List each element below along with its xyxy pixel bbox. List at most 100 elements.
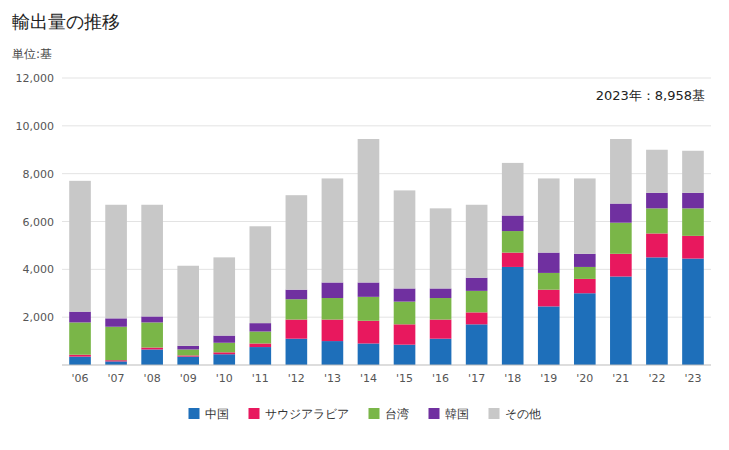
y-tick-label: 2,000 [23,311,55,324]
bar-segment [682,193,704,209]
bar-segment [466,312,488,324]
bar-segment [322,282,344,298]
bar-segment [141,205,163,317]
bar-segment [466,205,488,278]
grid-line [62,78,711,79]
bar-segment [286,339,308,365]
title: 輸出量の推移 [12,11,120,32]
bar-segment [105,360,127,361]
bar-segment [322,320,344,342]
bar-segment [358,321,380,344]
bars [69,139,704,365]
x-tick-label: '13 [324,372,341,385]
bar-segment [177,346,199,350]
bar-segment [177,355,199,356]
bar-segment [502,267,524,365]
bar-segment [286,290,308,300]
bar-segment [249,323,271,331]
bar-segment [322,178,344,282]
bar-segment [213,336,235,343]
bar-segment [502,216,524,232]
y-tick-label: 8,000 [23,168,55,181]
bar-segment [682,236,704,259]
bar-segment [610,254,632,277]
bar-segment [177,266,199,346]
legend-swatch [369,408,380,419]
bar-segment [646,208,668,233]
bar-segment [502,231,524,253]
bar-segment [430,208,452,288]
axis-label: 単位:基 [12,47,52,61]
bar-segment [286,299,308,319]
legend-label: 台湾 [385,407,409,421]
bar-segment [466,324,488,365]
bar-segment [358,282,380,296]
legend-label: 韓国 [445,407,469,421]
bar-segment [69,357,91,365]
x-axis-line [62,365,711,366]
bar-segment [646,150,668,193]
bar-segment [286,195,308,289]
x-tick-label: '12 [288,372,305,385]
bar-segment [430,288,452,298]
bar-segment [538,253,560,273]
bar-segment [286,320,308,339]
grid-line [62,125,711,126]
x-tick-label: '14 [360,372,377,385]
bar-segment [646,257,668,365]
bar-segment [430,339,452,365]
bar-segment [177,349,199,355]
bar-segment [610,204,632,223]
bar-segment [69,322,91,354]
bar-segment [394,190,416,288]
bar-segment [430,320,452,339]
legend-label: サウジアラビア [265,407,349,421]
bar-segment [646,193,668,209]
bar-segment [105,205,127,319]
bar-segment [466,291,488,313]
x-tick-label: '11 [252,372,269,385]
bar-segment [213,354,235,365]
legend-swatch [429,408,440,419]
x-tick-label: '23 [684,372,701,385]
y-tick-label: 10,000 [16,120,55,133]
x-tick-label: '06 [72,372,89,385]
bar-segment [69,312,91,323]
bar-segment [213,352,235,354]
bar-segment [682,151,704,193]
bar-segment [358,297,380,321]
bar-segment [574,279,596,293]
x-tick-label: '08 [144,372,161,385]
x-tick-label: '17 [468,372,485,385]
bar-segment [538,178,560,252]
x-tick-label: '09 [180,372,197,385]
bar-segment [682,259,704,365]
bar-segment [249,347,271,365]
bar-segment [141,348,163,350]
y-tick-label: 4,000 [23,263,55,276]
x-tick-label: '16 [432,372,449,385]
bar-segment [394,324,416,344]
bar-segment [105,327,127,360]
legend-swatch [189,408,200,419]
legend: 中国サウジアラビア台湾韓国その他 [189,407,541,421]
bar-segment [466,278,488,291]
chart: 輸出量の推移単位:基2,0004,0006,0008,00010,00012,0… [0,0,729,450]
bar-segment [249,226,271,323]
bar-segment [322,341,344,365]
x-tick-label: '10 [216,372,233,385]
bar-segment [141,349,163,365]
bar-segment [213,343,235,353]
bar-segment [394,302,416,325]
bar-segment [322,298,344,320]
bar-segment [69,181,91,312]
bar-segment [358,139,380,282]
bar-segment [538,290,560,307]
legend-label: 中国 [205,407,229,421]
bar-segment [610,223,632,254]
x-tick-label: '20 [576,372,593,385]
x-tick-label: '07 [108,372,125,385]
bar-segment [610,139,632,204]
bar-segment [538,273,560,290]
x-tick-label: '21 [612,372,629,385]
